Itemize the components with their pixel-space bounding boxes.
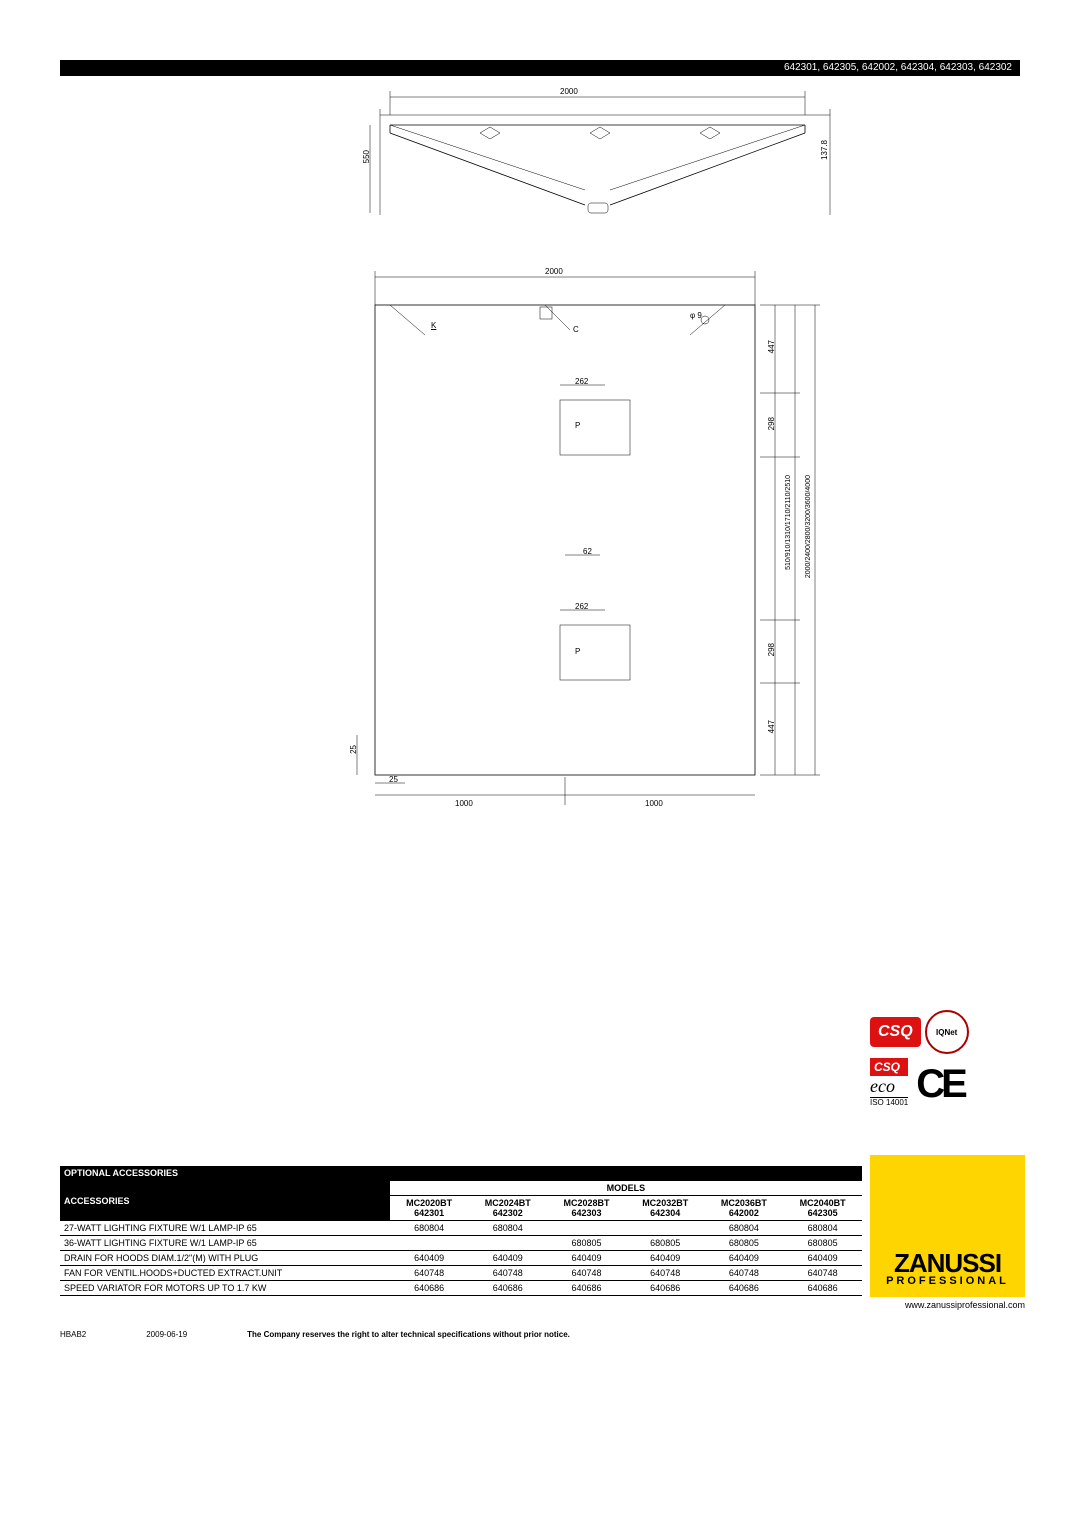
- accessory-value: 640409: [626, 1251, 705, 1266]
- acc-header: ACCESSORIES: [60, 1181, 390, 1221]
- accessory-value: 640748: [547, 1266, 626, 1281]
- dim-25-left: 25: [349, 745, 358, 754]
- iso-label: ISO 14001: [870, 1098, 908, 1107]
- table-title: OPTIONAL ACCESSORIES: [60, 1166, 862, 1181]
- dim-447a: 447: [767, 340, 776, 353]
- accessory-value: 640686: [390, 1281, 469, 1296]
- models-header: MODELS: [390, 1181, 862, 1196]
- accessory-name: FAN FOR VENTIL.HOODS+DUCTED EXTRACT.UNIT: [60, 1266, 390, 1281]
- brand-url: www.zanussiprofessional.com: [870, 1300, 1025, 1310]
- dim-1000a: 1000: [455, 799, 473, 808]
- iqnet-logo: IQNet: [925, 1010, 969, 1054]
- label-phi: φ 9: [690, 311, 702, 320]
- dim-550: 550: [362, 150, 371, 163]
- dim-298a: 298: [767, 417, 776, 430]
- accessory-value: 640686: [547, 1281, 626, 1296]
- dim-298b: 298: [767, 643, 776, 656]
- dim-inner-long: 510/910/1310/1710/2110/2510: [785, 475, 792, 570]
- drawing-top-svg: [360, 85, 850, 235]
- csq-small-logo: CSQ: [870, 1058, 908, 1076]
- label-pa: P: [575, 421, 580, 430]
- label-c: C: [573, 325, 579, 334]
- accessory-value: 640409: [390, 1251, 469, 1266]
- accessory-value: 640686: [705, 1281, 784, 1296]
- certification-logos: CSQ IQNet CSQ eco ISO 14001 CE: [870, 1010, 1025, 1130]
- brand-box: ZANUSSI PROFESSIONAL: [870, 1155, 1025, 1297]
- technical-drawing-bottom: 2000 K C φ 9 262 P 62 262 P 447 298 510/…: [345, 265, 870, 825]
- dim-2000-top: 2000: [560, 87, 578, 96]
- dim-25-bot: 25: [389, 775, 398, 784]
- ce-mark: CE: [916, 1062, 964, 1107]
- csq-logo: CSQ: [870, 1017, 921, 1047]
- footer-disclaimer: The Company reserves the right to alter …: [247, 1330, 570, 1339]
- accessory-value: 640748: [390, 1266, 469, 1281]
- accessory-value: [547, 1221, 626, 1236]
- accessory-value: 680804: [468, 1221, 547, 1236]
- model-column-header: MC2028BT642303: [547, 1196, 626, 1221]
- label-pb: P: [575, 647, 580, 656]
- accessory-value: 640748: [468, 1266, 547, 1281]
- accessory-name: DRAIN FOR HOODS DIAM.1/2"(M) WITH PLUG: [60, 1251, 390, 1266]
- dim-2000-bot: 2000: [545, 267, 563, 276]
- accessories-table: OPTIONAL ACCESSORIES ACCESSORIES MODELS …: [60, 1166, 862, 1296]
- accessory-value: 680805: [626, 1236, 705, 1251]
- accessory-value: 640748: [626, 1266, 705, 1281]
- accessory-value: 680805: [547, 1236, 626, 1251]
- dim-262b: 262: [575, 602, 588, 611]
- accessory-value: 640409: [547, 1251, 626, 1266]
- accessory-value: 640686: [626, 1281, 705, 1296]
- label-k: K: [431, 321, 436, 330]
- model-column-header: MC2024BT642302: [468, 1196, 547, 1221]
- accessory-value: [626, 1221, 705, 1236]
- accessory-value: 640686: [468, 1281, 547, 1296]
- dim-262a: 262: [575, 377, 588, 386]
- dim-1000b: 1000: [645, 799, 663, 808]
- accessory-value: 680804: [390, 1221, 469, 1236]
- accessory-value: 640409: [705, 1251, 784, 1266]
- model-column-header: MC2036BT642002: [705, 1196, 784, 1221]
- accessory-value: 680805: [705, 1236, 784, 1251]
- accessory-name: 36-WATT LIGHTING FIXTURE W/1 LAMP-IP 65: [60, 1236, 390, 1251]
- accessory-value: [390, 1236, 469, 1251]
- dim-outer-long: 2000/2400/2800/3200/3600/4000: [805, 475, 812, 578]
- technical-drawing-top: 2000 550 137.8: [360, 85, 850, 235]
- model-column-header: MC2032BT642304: [626, 1196, 705, 1221]
- model-column-header: MC2020BT642301: [390, 1196, 469, 1221]
- table-row: FAN FOR VENTIL.HOODS+DUCTED EXTRACT.UNIT…: [60, 1266, 862, 1281]
- footer-code: HBAB2: [60, 1330, 86, 1339]
- brand-sub: PROFESSIONAL: [886, 1275, 1009, 1287]
- accessory-value: 680804: [783, 1221, 862, 1236]
- accessory-value: 640409: [468, 1251, 547, 1266]
- accessory-value: [468, 1236, 547, 1251]
- accessory-value: 680805: [783, 1236, 862, 1251]
- dim-447b: 447: [767, 720, 776, 733]
- accessory-value: 640748: [705, 1266, 784, 1281]
- table-row: 27-WATT LIGHTING FIXTURE W/1 LAMP-IP 656…: [60, 1221, 862, 1236]
- header-codes-bar: 642301, 642305, 642002, 642304, 642303, …: [60, 60, 1020, 76]
- dim-62: 62: [583, 547, 592, 556]
- page-footer: HBAB2 2009-06-19 The Company reserves th…: [60, 1330, 860, 1339]
- table-row: SPEED VARIATOR FOR MOTORS UP TO 1.7 KW64…: [60, 1281, 862, 1296]
- accessory-value: 680804: [705, 1221, 784, 1236]
- table-row: DRAIN FOR HOODS DIAM.1/2"(M) WITH PLUG64…: [60, 1251, 862, 1266]
- model-column-header: MC2040BT642305: [783, 1196, 862, 1221]
- accessory-value: 640748: [783, 1266, 862, 1281]
- dim-1378: 137.8: [820, 140, 829, 160]
- accessory-value: 640686: [783, 1281, 862, 1296]
- accessory-name: 27-WATT LIGHTING FIXTURE W/1 LAMP-IP 65: [60, 1221, 390, 1236]
- accessory-value: 640409: [783, 1251, 862, 1266]
- header-codes: 642301, 642305, 642002, 642304, 642303, …: [784, 62, 1012, 73]
- eco-logo: eco: [870, 1076, 908, 1098]
- table-row: 36-WATT LIGHTING FIXTURE W/1 LAMP-IP 65 6…: [60, 1236, 862, 1251]
- footer-date: 2009-06-19: [146, 1330, 187, 1339]
- accessory-name: SPEED VARIATOR FOR MOTORS UP TO 1.7 KW: [60, 1281, 390, 1296]
